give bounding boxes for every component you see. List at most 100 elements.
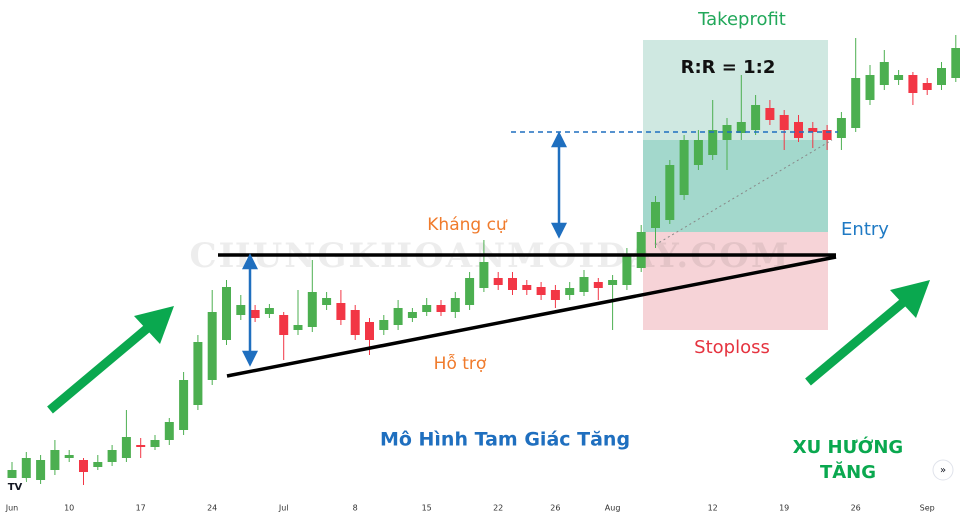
candle-body [193, 342, 203, 405]
candle-body [36, 460, 46, 480]
candle-body [808, 128, 818, 132]
candle-body [107, 450, 117, 462]
annotation: XU HƯỚNG [793, 436, 903, 458]
svg-text:TV: TV [8, 482, 23, 493]
candle-body [951, 48, 960, 78]
candle-body [836, 118, 846, 138]
x-tick-label: 10 [64, 504, 74, 513]
candle-body [679, 140, 689, 195]
candle-body [407, 312, 417, 318]
candle-body [136, 445, 146, 447]
candle-body [264, 308, 274, 314]
candle-body [794, 122, 803, 138]
candle-body [350, 310, 360, 335]
x-tick-label: Sep [920, 504, 935, 513]
candle-body [422, 305, 432, 312]
candle-body [508, 278, 517, 290]
annotation: R:R = 1:2 [681, 57, 776, 78]
x-tick-label: Jul [278, 504, 289, 513]
candle-body [179, 380, 189, 430]
candle-body [736, 122, 746, 133]
candle-body [307, 292, 317, 327]
candle-body [851, 78, 861, 128]
x-tick-label: 15 [422, 504, 432, 513]
candle-body [865, 75, 875, 100]
candle-body [894, 75, 904, 80]
candle-body [665, 165, 675, 220]
candle-body [908, 75, 918, 93]
candle-body [250, 310, 260, 318]
candle-body [436, 305, 446, 312]
candle-body [636, 232, 646, 268]
annotation: Hỗ trợ [434, 353, 487, 374]
candle-body [651, 202, 660, 228]
candle-body [365, 322, 374, 340]
x-tick-label: 12 [708, 504, 718, 513]
annotation: Stoploss [694, 337, 770, 358]
candle-body [121, 437, 131, 458]
x-tick-label: 22 [493, 504, 503, 513]
x-tick-label: Jun [5, 504, 19, 513]
candle-body [565, 288, 575, 295]
x-tick-label: Aug [605, 504, 621, 513]
candle-body [79, 460, 88, 472]
trend-arrow [47, 306, 174, 414]
scroll-button[interactable]: » [932, 459, 954, 481]
candle-body [379, 320, 389, 330]
candle-body [751, 105, 761, 130]
support-line [226, 255, 837, 378]
candle-body [922, 83, 932, 90]
annotation: TĂNG [820, 461, 876, 483]
candle-body [693, 140, 703, 165]
candle-body [493, 278, 503, 285]
candle-body [937, 68, 946, 85]
candle-body [164, 422, 174, 440]
candle-body [779, 115, 789, 130]
candle-body [322, 298, 332, 305]
candle-body [222, 287, 231, 340]
candle-body [622, 255, 632, 285]
candle-body [822, 130, 832, 140]
candle-body [279, 315, 289, 335]
annotation: Takeprofit [697, 9, 786, 30]
x-tick-label: 26 [851, 504, 861, 513]
annotation: Mô Hình Tam Giác Tăng [380, 429, 630, 451]
candle-body [450, 298, 460, 312]
height-arrow [241, 253, 259, 367]
candle-body [465, 278, 475, 305]
candle-body [579, 277, 589, 292]
candle-body [879, 62, 889, 85]
x-tick-label: 17 [136, 504, 146, 513]
candle-body [522, 285, 532, 290]
candle-body [708, 130, 718, 155]
candle-body [207, 312, 217, 380]
candle-body [64, 455, 74, 458]
tv-logo: TV [4, 478, 26, 496]
annotation: Entry [841, 219, 889, 240]
x-tick-label: 24 [207, 504, 217, 513]
candle-body [536, 287, 546, 295]
candle-body [236, 305, 246, 315]
target-arrow [550, 131, 568, 239]
candle-body [608, 280, 618, 285]
candle-body [479, 262, 489, 288]
stoploss-zone [643, 232, 828, 330]
candle-body [593, 282, 603, 288]
candle-body [50, 450, 60, 470]
candle-body [93, 462, 103, 467]
annotation: Kháng cự [427, 215, 508, 235]
candle-body [550, 290, 560, 300]
candle-body [150, 440, 160, 447]
trend-arrow [805, 280, 930, 386]
candle-body [293, 325, 303, 330]
candle-body [21, 458, 31, 478]
candle-body [393, 308, 403, 325]
svg-text:»: » [940, 465, 946, 476]
x-tick-label: 19 [779, 504, 789, 513]
projection-line [654, 139, 833, 246]
candle-body [336, 303, 346, 320]
x-tick-label: 26 [550, 504, 560, 513]
candle-body [765, 108, 775, 120]
